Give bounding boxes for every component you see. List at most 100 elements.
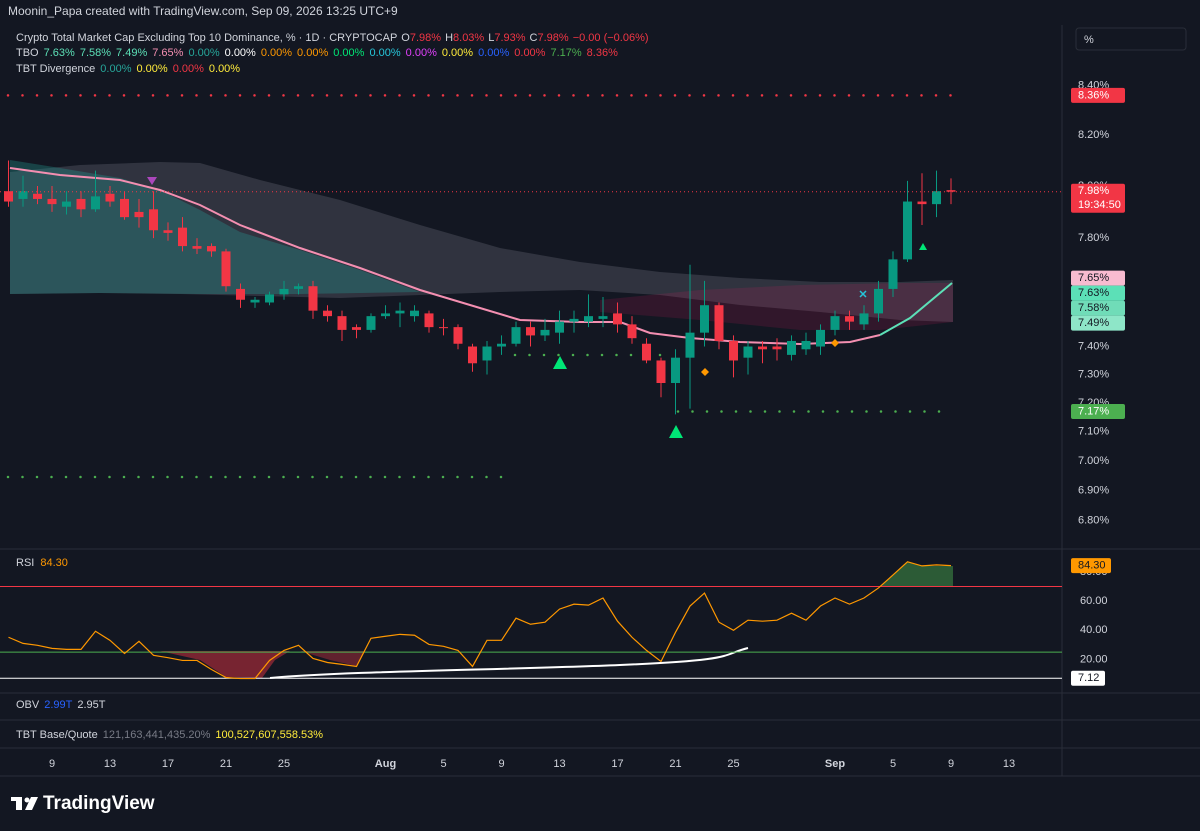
candle-body [903,201,912,260]
indicator-value: 7.65% [152,47,183,59]
rsi-legend: RSI 84.30 [16,557,68,569]
moving-average [9,167,881,346]
rsi-value: 84.30 [40,557,68,569]
indicator-value: 0.00% [514,47,545,59]
candle-body [569,318,579,322]
candle-body [178,227,187,247]
price-label-box [1071,300,1125,316]
indicator-value: 2.95T [77,699,105,711]
indicator-value: 0.00% [209,63,240,75]
rsi-tick-label: 60.00 [1080,595,1108,607]
candle-body [816,329,825,347]
candle-body [845,316,854,322]
x-tick-label: 13 [104,758,116,770]
indicator-value: 0.00% [333,47,364,59]
candle-body [120,198,129,218]
rsi-overbought-fill [880,562,953,587]
candle-body [439,327,448,329]
candle-body [410,310,419,317]
candle-body [149,209,158,231]
indicator-legend: TBT Divergence 0.00% 0.00% 0.00% 0.00% [16,63,240,75]
candle-body [946,190,956,192]
candle-body [76,198,86,210]
candle-body [352,327,361,330]
x-tick-label: Sep [825,758,845,770]
price-label: 7.17% [1078,405,1109,417]
price-label-box [1071,87,1125,103]
candle-body [555,321,564,333]
candle-body [323,310,332,317]
indicator-value: 0.00% [261,47,292,59]
indicator-value: 0.00% [136,63,167,75]
y-tick-label: 7.80% [1078,232,1109,244]
candle-body [337,316,347,330]
rsi-label: 84.30 [1078,560,1106,572]
x-tick-label: 25 [278,758,290,770]
logo [24,797,30,803]
candle-body [700,305,709,333]
indicator-legend: OBV 2.99T 2.95T [16,699,106,711]
y-tick-label: 8.20% [1078,129,1109,141]
candle-body [221,251,231,287]
rsi-oversold-fill [160,651,290,678]
indicator-name: TBT Divergence [16,63,95,75]
candle-body [308,286,318,311]
candle-body [134,211,144,218]
rsi-tick-label: 20.00 [1080,653,1108,665]
indicator-value: 0.00% [173,63,204,75]
candle-body [656,360,666,384]
x-tick-label: 9 [498,758,504,770]
candle-body [642,343,651,361]
signal-diamond [831,339,839,347]
price-label-box [1071,315,1125,331]
candle-body [47,198,57,205]
candle-body [105,193,115,202]
indicator-value: 8.36% [587,47,618,59]
legend-key: H [445,32,453,44]
candle-body [859,313,869,325]
candle-body [758,346,767,350]
price-label: 7.63% [1078,287,1109,299]
rsi-name: RSI [16,557,34,569]
indicator-value: 0.00% [369,47,400,59]
candle-body [511,327,521,344]
indicator-value: 0.00% [188,47,219,59]
signal-up [669,425,683,438]
candle-body [932,191,941,205]
candle-body [874,288,883,314]
candle-body [468,346,477,364]
indicator-value: 7.17% [550,47,581,59]
candle-body [4,191,13,202]
signal-diamond [701,368,709,376]
candle-body [424,313,434,328]
scale-button-label[interactable]: % [1084,34,1094,46]
rsi-tick-label: 40.00 [1080,624,1108,636]
x-tick-label: 17 [611,758,623,770]
indicator-value: 7.58% [80,47,111,59]
y-tick-label: 7.30% [1078,368,1109,380]
x-tick-label: 5 [890,758,896,770]
legend-change: −0.00 (−0.06%) [573,32,649,44]
candle-body [62,201,71,207]
indicator-value: 0.00% [225,47,256,59]
price-label-box [1071,404,1125,420]
x-tick-label: 13 [1003,758,1015,770]
indicator-value: 0.00% [478,47,509,59]
candle-body [91,196,100,210]
x-tick-label: 21 [669,758,681,770]
candle-body [772,346,782,350]
legend-value: 7.98% [410,32,441,44]
indicator-name: OBV [16,699,40,711]
candle-body [540,329,550,336]
price-label: 8.36% [1078,89,1109,101]
indicator-value: 0.00% [100,63,131,75]
x-tick-label: 25 [727,758,739,770]
candle-body [482,346,492,361]
scale-button[interactable] [1075,27,1187,51]
candle-body [584,316,593,322]
candle-body [598,316,608,319]
candle-body [33,193,42,199]
candle-body [192,246,202,249]
